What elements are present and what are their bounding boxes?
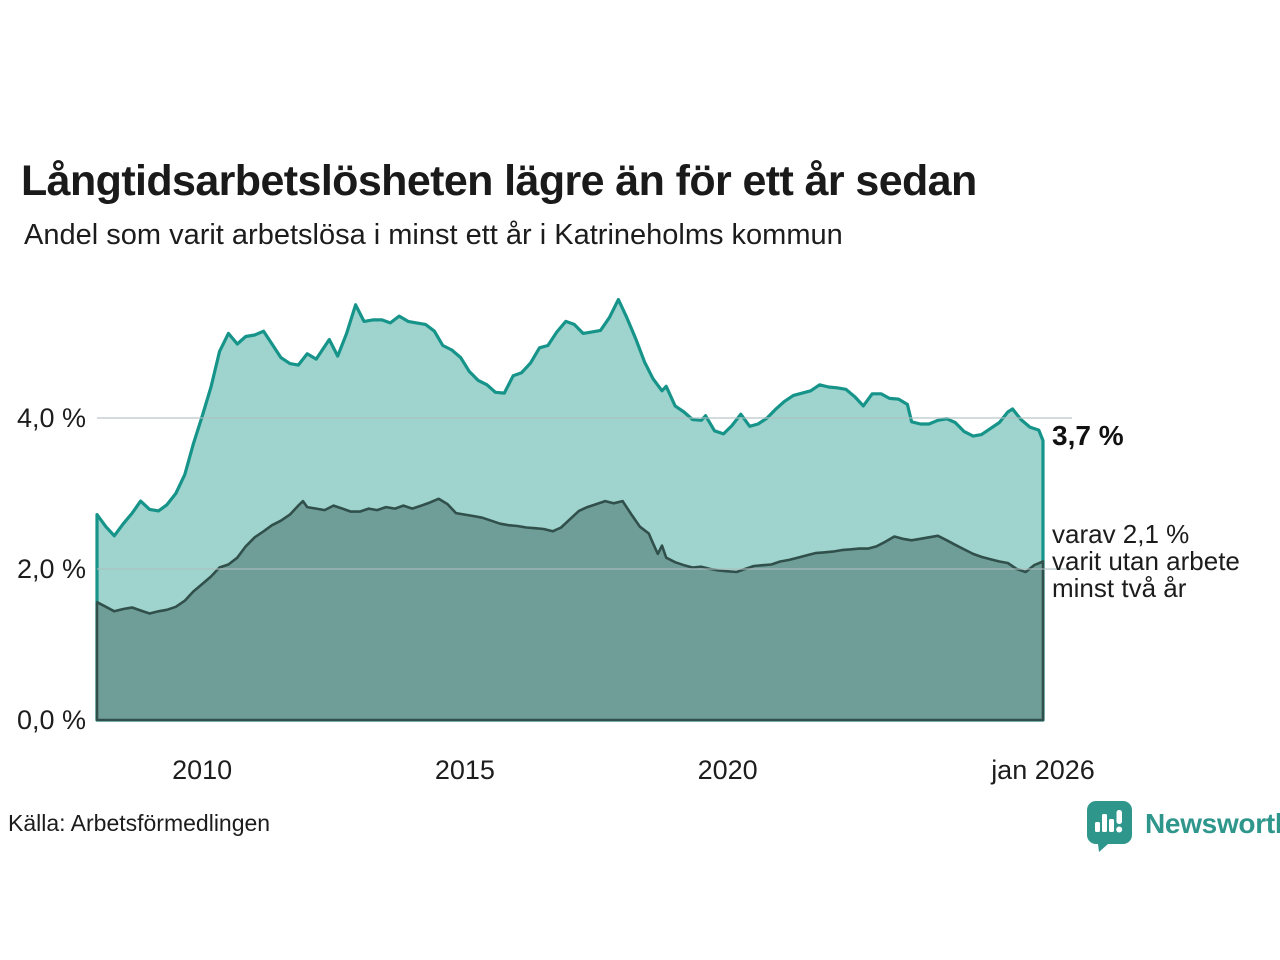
area-series-two-years: [95, 497, 1045, 722]
newsworthy-brand: Newsworthy: [1086, 800, 1280, 853]
page-title: Långtidsarbetslösheten lägre än för ett …: [21, 156, 977, 205]
y-axis-tick-label: 0,0 %: [17, 705, 86, 735]
y-axis-tick-label: 4,0 %: [17, 403, 86, 433]
page-subtitle: Andel som varit arbetslösa i minst ett å…: [24, 219, 843, 251]
x-axis-tick-label: 2020: [698, 755, 758, 785]
x-axis-tick-label: 2010: [172, 755, 232, 785]
newsworthy-logo-icon: [1087, 801, 1132, 852]
x-axis-tick-label: 2015: [435, 755, 495, 785]
x-axis-tick-label: jan 2026: [990, 755, 1095, 785]
newsworthy-brand-text: Newsworthy: [1145, 808, 1280, 839]
two-year-note-line-1: varav 2,1 %: [1052, 519, 1190, 549]
two-year-note-line-3: minst två år: [1052, 573, 1187, 603]
two-year-note-label: varav 2,1 % varit utan arbete minst två …: [1052, 521, 1240, 602]
latest-total-label: 3,7 %: [1052, 420, 1124, 451]
two-year-note-line-2: varit utan arbete: [1052, 546, 1240, 576]
y-axis-tick-label: 2,0 %: [17, 554, 86, 584]
source-caption: Källa: Arbetsförmedlingen: [8, 810, 271, 836]
